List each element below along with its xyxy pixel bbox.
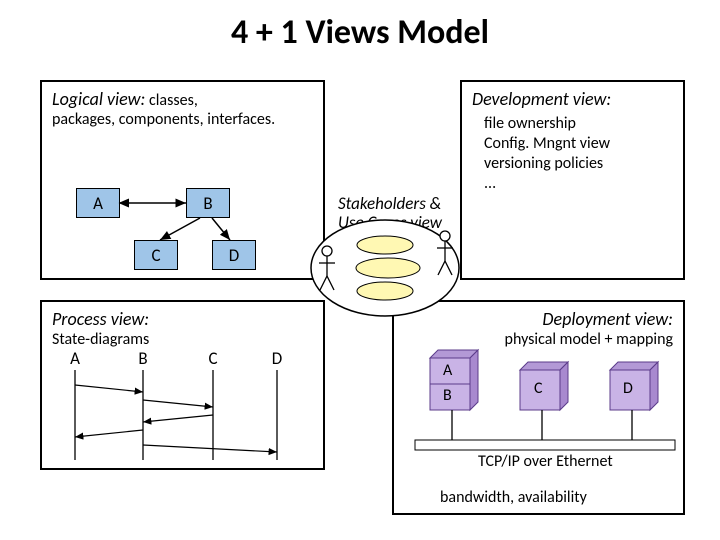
- deployment-desc: physical model + mapping: [404, 330, 673, 349]
- center-title: Stakeholders & Use Cases view: [338, 195, 442, 232]
- logical-box-b: B: [186, 188, 230, 218]
- seq-label-c: C: [198, 348, 228, 369]
- center-line1: Stakeholders &: [338, 195, 442, 214]
- development-panel: Development view: file ownership Config.…: [460, 80, 685, 280]
- logical-desc2: packages, components, interfaces.: [52, 110, 313, 129]
- logical-box-c: C: [134, 240, 178, 270]
- process-desc: State-diagrams: [52, 330, 313, 349]
- seq-label-b: B: [128, 348, 158, 369]
- dev-item-0: file ownership: [484, 114, 673, 134]
- dep-node-d: D: [623, 379, 633, 398]
- logical-box-a: A: [76, 188, 120, 218]
- dev-item-1: Config. Mngnt view: [484, 134, 673, 154]
- dep-node-a: A: [443, 361, 452, 380]
- center-line2: Use Cases view: [338, 214, 442, 233]
- deployment-title: Deployment view:: [404, 308, 673, 330]
- development-title: Development view:: [472, 88, 673, 110]
- process-title: Process view:: [52, 308, 313, 330]
- page-title: 4 + 1 Views Model: [0, 0, 720, 61]
- dev-item-3: ...: [484, 174, 673, 194]
- logical-desc1: classes,: [149, 91, 198, 110]
- dep-node-c: C: [534, 379, 543, 398]
- dep-bus-label: TCP/IP over Ethernet: [478, 452, 613, 471]
- process-panel: Process view: State-diagrams: [40, 300, 325, 470]
- logical-title: Logical view:: [52, 88, 145, 110]
- logical-panel: Logical view: classes, packages, compone…: [40, 80, 325, 280]
- deployment-panel: Deployment view: physical model + mappin…: [392, 300, 685, 515]
- dev-item-2: versioning policies: [484, 154, 673, 174]
- dep-node-b: B: [443, 386, 452, 405]
- dep-bottom: bandwidth, availability: [440, 488, 587, 507]
- logical-box-d: D: [212, 240, 256, 270]
- seq-label-a: A: [60, 348, 90, 369]
- seq-label-d: D: [262, 348, 292, 369]
